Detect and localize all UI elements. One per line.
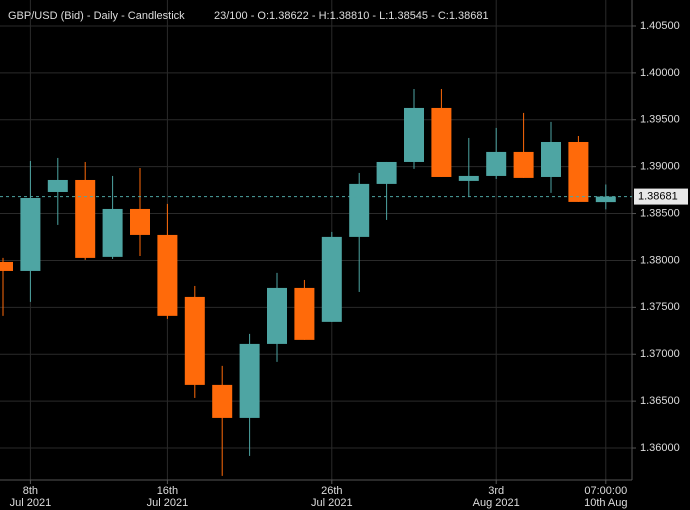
x-tick-label: 26th — [321, 485, 342, 497]
ohlc-readout: 23/100 - O:1.38622 - H:1.38810 - L:1.385… — [214, 10, 489, 22]
candle-body — [595, 196, 616, 203]
candle-body — [212, 384, 233, 418]
x-tick-label: 8th — [23, 485, 38, 497]
candle-body — [458, 175, 479, 181]
x-tick-label: 10th Aug — [584, 497, 627, 509]
y-tick-label: 1.39500 — [640, 114, 680, 126]
candle-body — [102, 208, 123, 257]
y-tick-label: 1.38500 — [640, 207, 680, 219]
x-tick-label: Jul 2021 — [311, 497, 353, 509]
candle-body — [513, 151, 534, 178]
candle-body — [431, 107, 452, 177]
candle-body — [75, 179, 96, 258]
candle-body — [349, 183, 370, 237]
candle-body — [130, 208, 150, 235]
candle-body — [0, 261, 13, 271]
candle-body — [184, 296, 205, 385]
y-tick-label: 1.39000 — [640, 161, 680, 173]
last-price-box — [634, 188, 688, 205]
candle-body — [20, 197, 41, 271]
y-tick-label: 1.37000 — [640, 348, 680, 360]
y-tick-label: 1.40500 — [640, 20, 680, 32]
chart-title: GBP/USD (Bid) - Daily - Candlestick — [8, 10, 185, 22]
candle-body — [486, 151, 507, 176]
x-tick-label: 07:00:00 — [584, 485, 627, 497]
candle-body — [541, 141, 561, 177]
x-tick-label: 3rd — [488, 485, 504, 497]
y-tick-label: 1.40000 — [640, 67, 680, 79]
candle-body — [294, 287, 315, 340]
candle-body — [157, 234, 178, 316]
candle-body — [321, 236, 342, 322]
x-tick-label: Aug 2021 — [473, 497, 520, 509]
x-tick-label: Jul 2021 — [10, 497, 52, 509]
y-tick-label: 1.36500 — [640, 395, 680, 407]
candle-body — [239, 343, 260, 418]
candle-body — [568, 141, 589, 202]
candle-body — [404, 107, 424, 162]
y-tick-label: 1.37500 — [640, 301, 680, 313]
x-tick-label: Jul 2021 — [147, 497, 189, 509]
last-price-label: 1.38681 — [638, 190, 678, 202]
candle-body — [47, 179, 68, 192]
candle-body — [267, 287, 287, 344]
y-tick-label: 1.36000 — [640, 442, 680, 454]
candle-body — [376, 161, 397, 184]
y-tick-label: 1.38000 — [640, 254, 680, 266]
x-tick-label: 16th — [157, 485, 178, 497]
